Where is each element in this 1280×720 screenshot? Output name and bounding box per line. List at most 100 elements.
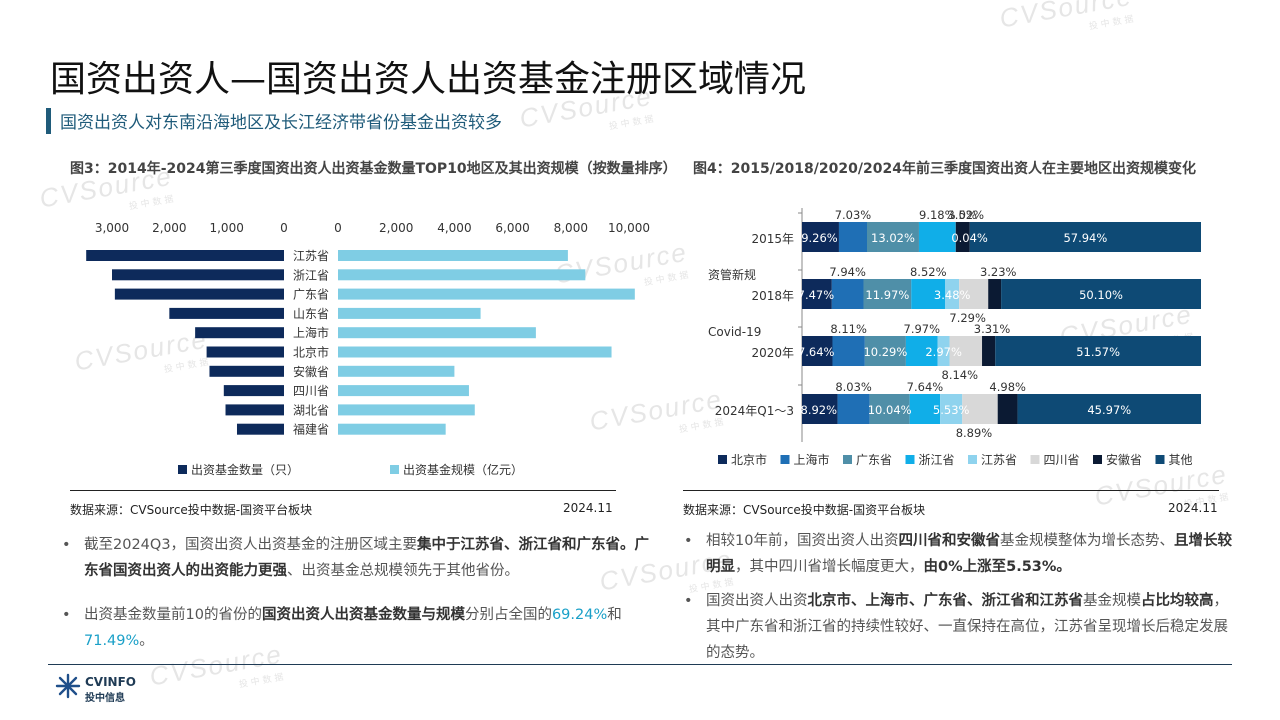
segment-label: 45.97% (1087, 403, 1131, 417)
segment-label: 3.23% (980, 265, 1017, 279)
stack-segment (909, 394, 941, 424)
bullet-text: 集中于江苏省、浙江省和广东省。广东省国资出资人的出资能力更强 (84, 537, 650, 579)
stack-segment (864, 336, 906, 366)
segment-label: 3.48% (934, 288, 971, 302)
segment-label: 10.29% (863, 345, 907, 359)
legend-swatch (718, 455, 727, 464)
legend-swatch-count (178, 465, 187, 474)
stack-segment (969, 222, 1201, 252)
stack-segment (945, 279, 960, 309)
fig3-source: 数据来源：CVSource投中数据-国资平台板块 (70, 503, 313, 517)
stack-segment (832, 336, 865, 366)
segment-label: 7.03% (835, 208, 872, 222)
count-bar (223, 385, 284, 397)
category-label: 浙江省 (293, 268, 329, 282)
segment-label: 8.52% (910, 265, 947, 279)
bullet-text: 基金规模 (1083, 593, 1141, 609)
count-bar (169, 307, 284, 319)
stack-segment (867, 222, 919, 252)
bullet-item: • 国资出资人出资北京市、上海市、广东省、浙江省和江苏省基金规模占比均较高，其中广… (684, 588, 1232, 666)
category-label: 广东省 (293, 288, 329, 302)
legend-label: 安徽省 (1106, 452, 1142, 467)
fig3-butterfly-chart: 3,000 2,000 1,000 0 0 2,000 4,000 6,000 8,000 10,… (86, 221, 650, 477)
right-axis-tick: 6,000 (495, 221, 529, 235)
left-axis-tick: 0 (280, 221, 288, 235)
category-label: 福建省 (293, 422, 329, 437)
bullet-text: 69.24% (551, 607, 608, 623)
segment-label: 8.11% (830, 322, 867, 336)
bullet-text: 出资基金数量前10的省份的 (84, 607, 262, 623)
subtitle-accent-bar (46, 108, 51, 134)
segment-label: 7.47% (798, 288, 835, 302)
bullet-dot: • (684, 533, 693, 549)
legend-label: 其他 (1169, 453, 1193, 467)
scale-bar (338, 307, 481, 319)
right-axis-tick: 4,000 (437, 221, 471, 235)
segment-label: 7.64% (798, 345, 835, 359)
count-bar (236, 423, 284, 435)
segment-label: 11.97% (865, 288, 909, 302)
stack-segment (802, 394, 838, 424)
segment-label: 3.52% (947, 208, 984, 222)
logo-sub: 投中信息 (85, 693, 125, 704)
bullet-text: 和 (607, 607, 622, 623)
stack-segment (1001, 279, 1201, 309)
bullet-dot: • (62, 537, 71, 553)
scale-bar (338, 250, 568, 261)
stack-segment (802, 222, 839, 252)
stack-segment (988, 279, 1002, 309)
segment-label: 0.04% (951, 231, 988, 245)
scale-bar (338, 404, 475, 416)
legend-label-scale: 出资基金规模（亿元） (403, 462, 523, 477)
category-label: 安徽省 (293, 364, 329, 379)
left-axis-tick: 3,000 (95, 221, 129, 235)
scale-bar (338, 365, 455, 377)
bullet-dot: • (684, 593, 693, 609)
bullet-text: 国资出资人出资基金数量与规模 (261, 607, 465, 623)
segment-label: 7.64% (907, 380, 944, 394)
stack-segment (997, 394, 1018, 424)
segment-label: 3.31% (974, 322, 1011, 336)
stack-segment (863, 279, 912, 309)
category-label: 2024年Q1～3 (715, 404, 794, 418)
bullet-text: 占比均较高 (1141, 593, 1214, 609)
category-label: 北京市 (293, 345, 329, 360)
right-axis-tick: 10,000 (608, 221, 650, 235)
segment-label: 5.53% (933, 403, 970, 417)
stack-segment (955, 222, 970, 252)
segment-label: 8.03% (835, 380, 872, 394)
count-bar (112, 269, 284, 281)
bullet-text: 。 (139, 633, 154, 649)
bullet-text: 北京市、上海市、广东省、浙江省和江苏省 (807, 593, 1084, 609)
bullet-item: • 出资基金数量前10的省份的国资出资人出资基金数量与规模分别占全国的69.24%… (62, 602, 650, 654)
bullet-text: 由0%上涨至5.53%。 (923, 559, 1071, 575)
stack-segment (838, 222, 868, 252)
left-axis-tick: 2,000 (152, 221, 186, 235)
segment-label: 57.94% (1063, 231, 1107, 245)
page-subtitle: 国资出资人对东南沿海地区及长江经济带省份基金出资较多 (60, 113, 502, 133)
bullet-text: 分别占全国的 (464, 607, 552, 623)
segment-label: 51.57% (1076, 345, 1120, 359)
count-bar (225, 404, 284, 416)
stack-segment (959, 279, 989, 309)
legend-label: 广东省 (856, 453, 892, 467)
count-bar (86, 250, 284, 261)
group-note: 资管新规 (708, 267, 756, 282)
bullet-text: 71.49% (84, 633, 140, 649)
stack-segment (802, 279, 832, 309)
legend-swatch (780, 455, 790, 464)
stack-segment (905, 336, 938, 366)
category-label: 四川省 (293, 384, 329, 398)
bullet-text: 、出资基金总规模领先于其他省份。 (287, 563, 519, 579)
count-bar (206, 346, 284, 358)
segment-label: 50.10% (1079, 288, 1123, 302)
bullet-text: 四川省和安徽省 (898, 533, 1000, 549)
left-axis-tick: 1,000 (209, 221, 243, 235)
legend-swatch (1030, 455, 1040, 464)
segment-label: 8.89% (956, 426, 993, 440)
bullet-text: 基金规模整体为增长态势、 (999, 533, 1174, 549)
scale-bar (338, 269, 586, 281)
left-bullet-list: • 截至2024Q3，国资出资人出资基金的注册区域主要集中于江苏省、浙江省和广东省… (62, 532, 650, 662)
legend-swatch (843, 455, 852, 464)
bullet-text: ，其中四川省增长幅度更大， (735, 559, 924, 575)
